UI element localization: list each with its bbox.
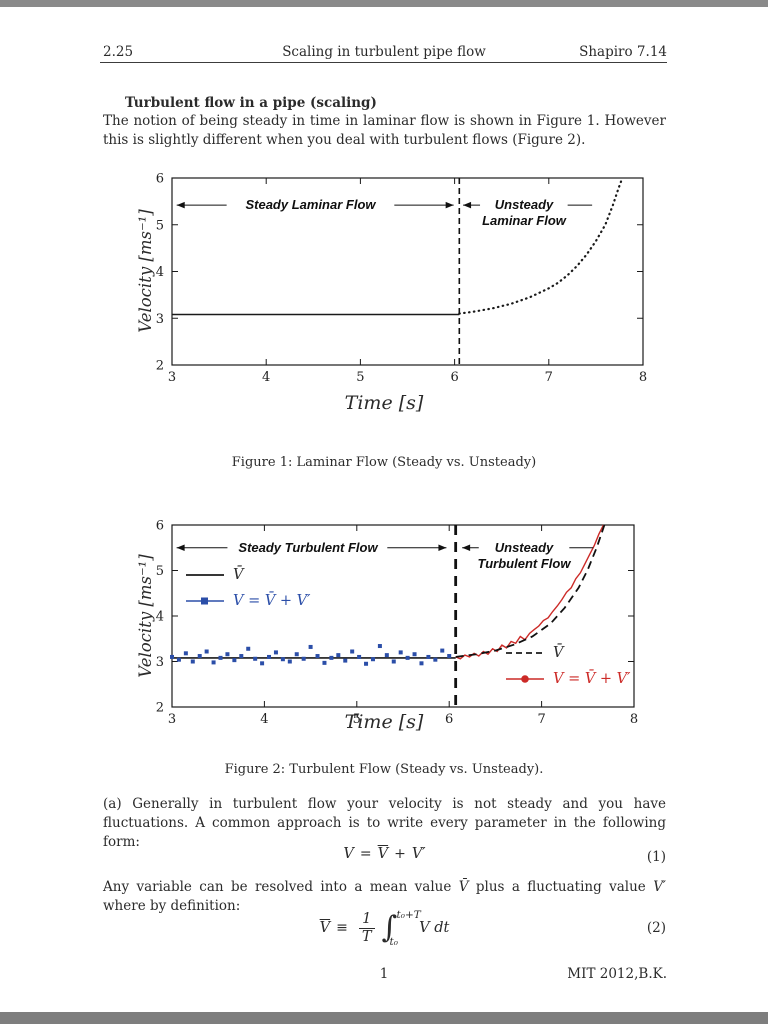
integral-upper-limit: t₀+T <box>396 909 421 921</box>
definition-mean-symbol: V̄ <box>458 879 469 895</box>
legend-label-instantaneous-red: V = V̄ + V′ <box>553 671 631 687</box>
legend-sample-dashed-line <box>506 652 544 654</box>
integral-lower-limit: t₀ <box>389 936 398 948</box>
figure1-annotation-unsteady-line2: Laminar Flow <box>482 213 566 228</box>
equation-2-number: (2) <box>646 920 666 936</box>
definition-text-3: where by definition: <box>103 898 241 915</box>
figure1-y-axis-label: Velocity [ms⁻¹] <box>136 209 155 333</box>
figure1-annotation-steady: Steady Laminar Flow <box>245 197 376 212</box>
equation-2-body: V ≡ 1 T ∫ t₀+T t₀ V dt <box>103 902 666 954</box>
eq1-fluctuation: V′ <box>411 846 426 862</box>
paragraph-a: (a) Generally in turbulent flow your vel… <box>103 796 666 851</box>
equation-2: V ≡ 1 T ∫ t₀+T t₀ V dt (2) <box>103 902 666 954</box>
svg-text:4: 4 <box>260 712 268 727</box>
svg-text:4: 4 <box>156 610 164 625</box>
eq2-mean: V <box>319 920 331 936</box>
eq2-fraction-denominator: T <box>358 927 375 946</box>
eq1-mean: V <box>377 846 389 862</box>
legend-item-mean-dashed: V̄ <box>504 640 630 666</box>
svg-text:6: 6 <box>156 519 164 534</box>
equation-1: V = V + V′ (1) <box>103 846 666 868</box>
svg-text:5: 5 <box>356 370 364 385</box>
svg-text:3: 3 <box>168 712 176 727</box>
eq2-integrand: V dt <box>419 920 450 936</box>
svg-text:5: 5 <box>156 564 164 579</box>
figure2-y-axis-label: Velocity [ms⁻¹] <box>136 554 155 678</box>
figure1-annotation-unsteady: Unsteady Laminar Flow <box>470 197 578 229</box>
svg-text:3: 3 <box>168 370 176 385</box>
svg-text:3: 3 <box>156 312 164 327</box>
figure2-annotation-unsteady: Unsteady Turbulent Flow <box>470 540 578 572</box>
legend-sample-red-circle-line <box>506 675 544 683</box>
figure1-x-axis-label: Time [s] <box>344 392 424 414</box>
intro-paragraph: The notion of being steady in time in la… <box>103 113 666 149</box>
figure1-annotation-unsteady-line1: Unsteady <box>494 197 554 212</box>
figure2-annotation-unsteady-line1: Unsteady <box>494 540 554 555</box>
header-course-number: 2.25 <box>103 44 134 60</box>
svg-text:5: 5 <box>353 712 361 727</box>
figure2-legend-unsteady: V̄ V = V̄ + V′ <box>504 640 630 692</box>
eq1-equals: = <box>359 846 372 862</box>
svg-text:2: 2 <box>156 701 164 716</box>
viewer-bottom-band <box>0 1012 768 1024</box>
definition-paragraph: Any variable can be resolved into a mean… <box>103 878 666 916</box>
figure1-caption: Figure 1: Laminar Flow (Steady vs. Unste… <box>231 455 537 470</box>
svg-text:3: 3 <box>156 655 164 670</box>
svg-text:7: 7 <box>537 712 545 727</box>
svg-text:8: 8 <box>639 370 647 385</box>
svg-text:6: 6 <box>156 172 164 187</box>
definition-text-1: Any variable can be resolved into a mean… <box>103 879 459 895</box>
viewer-top-band <box>0 0 768 7</box>
header-rule <box>100 62 667 63</box>
svg-text:5: 5 <box>156 218 164 233</box>
header-title: Scaling in turbulent pipe flow <box>282 44 486 60</box>
footer-attribution: MIT 2012,B.K. <box>567 966 667 982</box>
definition-text-2: plus a fluctuating value <box>468 879 654 895</box>
legend-sample-blue-square-line <box>186 597 224 605</box>
figure2-caption: Figure 2: Turbulent Flow (Steady vs. Uns… <box>224 762 544 777</box>
svg-text:2: 2 <box>156 359 164 374</box>
svg-text:6: 6 <box>450 370 458 385</box>
equation-1-body: V = V + V′ <box>103 846 666 868</box>
figure2-annotation-steady: Steady Turbulent Flow <box>238 540 378 555</box>
section-heading: Turbulent flow in a pipe (scaling) <box>125 95 377 111</box>
integral-sign: ∫ <box>381 910 398 945</box>
svg-text:4: 4 <box>262 370 270 385</box>
legend-label-mean-dashed: V̄ <box>553 645 564 661</box>
legend-label-instantaneous: V = V̄ + V′ <box>233 593 311 609</box>
eq1-velocity: V <box>343 846 354 862</box>
equation-1-number: (1) <box>646 849 666 865</box>
legend-item-instantaneous-red: V = V̄ + V′ <box>504 666 630 692</box>
legend-label-mean: V̄ <box>233 567 244 583</box>
figure2-annotation-unsteady-line2: Turbulent Flow <box>477 556 571 571</box>
svg-text:7: 7 <box>545 370 553 385</box>
svg-text:8: 8 <box>630 712 638 727</box>
svg-text:6: 6 <box>445 712 453 727</box>
legend-item-mean: V̄ <box>184 562 310 588</box>
legend-item-instantaneous: V = V̄ + V′ <box>184 588 310 614</box>
legend-sample-solid-line <box>186 574 224 576</box>
header-reference: Shapiro 7.14 <box>579 44 667 60</box>
figure2-x-axis-label: Time [s] <box>344 711 424 733</box>
page-number: 1 <box>379 966 389 982</box>
eq2-integral: ∫ t₀+T t₀ <box>381 909 430 948</box>
eq2-equiv: ≡ <box>336 920 348 936</box>
eq2-fraction-numerator: 1 <box>362 910 372 927</box>
eq1-plus: + <box>394 846 406 862</box>
eq2-fraction: 1 T <box>358 910 375 946</box>
svg-text:4: 4 <box>156 265 164 280</box>
definition-fluct-symbol: V′ <box>653 879 667 895</box>
figure2-legend-steady: V̄ V = V̄ + V′ <box>184 562 310 614</box>
